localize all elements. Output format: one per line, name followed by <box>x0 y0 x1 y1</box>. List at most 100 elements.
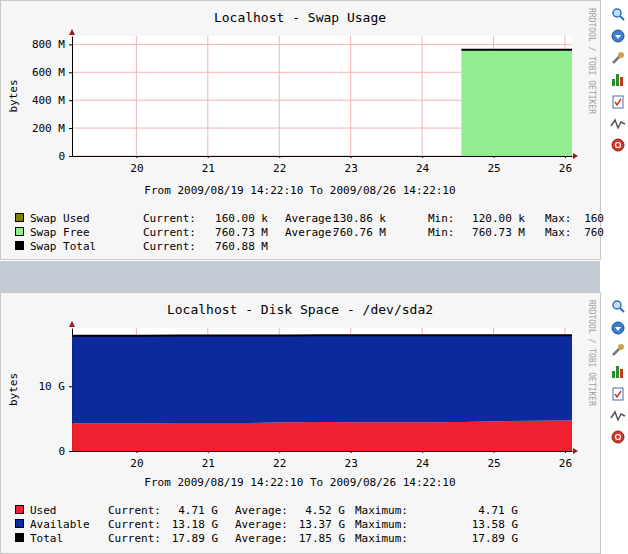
legend-stat-label: Maximum: <box>355 518 408 531</box>
legend-stat-label: Average: <box>235 504 288 517</box>
toolbar-icon[interactable] <box>611 120 625 128</box>
y-tick-label: 0 <box>58 445 65 458</box>
legend-stat-label: Max: <box>545 212 572 225</box>
x-tick-label: 25 <box>487 457 500 470</box>
legend-stat-value: 760.76 M <box>333 226 386 239</box>
toolbar-icon[interactable] <box>611 412 625 420</box>
legend-stat-value: 13.37 G <box>299 518 345 531</box>
x-tick-mark <box>494 156 495 158</box>
x-tick: 25 <box>487 451 500 470</box>
legend-label: Swap Free <box>30 226 90 239</box>
page: 202122232425260200 M400 M600 M800 MLocal… <box>0 0 628 554</box>
x-tick: 24 <box>416 156 430 175</box>
legend-stat-label: Current: <box>143 212 196 225</box>
legend-stat-value: 4.52 G <box>305 504 345 517</box>
x-tick-label: 24 <box>416 162 430 175</box>
toolbar-icon[interactable] <box>613 96 623 108</box>
axis-arrow <box>573 448 578 454</box>
x-tick-label: 22 <box>273 162 286 175</box>
legend-stat-value: 13.58 G <box>472 518 518 531</box>
grid-line-x <box>350 36 351 156</box>
toolbar-icon[interactable] <box>612 139 624 151</box>
x-tick-mark <box>279 451 280 453</box>
legend-stat-label: Maximum: <box>355 532 408 545</box>
watermark: RRDTOOL / TOBI OETIKER <box>587 300 596 406</box>
y-axis-title: bytes <box>7 373 20 406</box>
x-tick-mark <box>494 451 495 453</box>
grid <box>72 36 572 156</box>
y-tick-label: 200 M <box>32 122 65 135</box>
x-tick-mark <box>422 451 423 453</box>
chart-panel: 20212223242526010 GLocalhost - Disk Spac… <box>1 293 626 554</box>
toolbar-icon[interactable] <box>612 74 623 86</box>
x-tick-label: 26 <box>559 457 572 470</box>
area-series <box>72 421 572 451</box>
x-tick: 23 <box>345 451 358 470</box>
plot-background <box>72 328 572 451</box>
x-axis: 20212223242526 <box>73 156 573 175</box>
legend-stat-label: Current: <box>108 518 161 531</box>
y-axis: 0 10 G <box>39 329 73 459</box>
y-tick-mark <box>69 100 72 101</box>
x-tick: 26 <box>559 451 572 470</box>
toolbar-icon[interactable] <box>613 52 624 63</box>
legend-stat-value: 760.73 M <box>215 226 268 239</box>
y-tick-mark <box>69 451 72 452</box>
legend-swatch <box>16 506 24 514</box>
legend-stat-label: Current: <box>108 504 161 517</box>
x-axis-line <box>73 451 573 452</box>
y-tick-mark <box>69 128 72 129</box>
axis-arrow <box>69 29 75 35</box>
legend-stat-label: Max: <box>545 226 572 239</box>
toolbar-icon[interactable] <box>613 344 624 355</box>
x-tick-mark <box>208 451 209 453</box>
legend-stat-value: 13.18 G <box>172 518 218 531</box>
x-tick-label: 23 <box>345 457 358 470</box>
x-tick-mark <box>208 156 209 158</box>
legend-stat-value: 17.89 G <box>472 532 518 545</box>
toolbar <box>611 301 625 443</box>
toolbar-icon[interactable] <box>612 431 624 443</box>
y-tick-mark <box>69 44 72 45</box>
legend-stat-label: Average: <box>235 518 288 531</box>
plot-background <box>72 36 572 156</box>
plot-data <box>72 335 572 451</box>
x-tick: 21 <box>202 451 215 470</box>
legend-stat-value: 4.71 G <box>178 504 218 517</box>
x-tick-mark <box>565 451 566 453</box>
x-tick-label: 21 <box>202 457 215 470</box>
separator <box>0 261 600 292</box>
toolbar-icon[interactable] <box>612 322 624 334</box>
y-tick-label: 800 M <box>32 38 65 51</box>
x-tick-label: 23 <box>345 162 358 175</box>
y-axis-title: bytes <box>7 79 20 112</box>
legend-stat-label: Min: <box>428 226 455 239</box>
chart-subtitle: From 2009/08/19 14:22:10 To 2009/08/26 1… <box>144 184 455 197</box>
legend-stat-label: Min: <box>428 212 455 225</box>
toolbar-icon[interactable] <box>613 388 623 400</box>
x-tick-label: 20 <box>130 457 143 470</box>
y-axis: 0200 M400 M600 M800 M <box>32 37 73 164</box>
legend-stat-value: 17.85 G <box>299 532 345 545</box>
y-tick-mark <box>69 72 72 73</box>
x-tick-mark <box>422 156 423 158</box>
grid <box>72 328 572 451</box>
x-tick-mark <box>351 451 352 453</box>
legend-stat-value: 4.71 G <box>478 504 518 517</box>
y-tick-label: 10 G <box>39 380 66 393</box>
legend-stat-value: 760.88 M <box>215 240 268 253</box>
legend-stat-label: Current: <box>143 226 196 239</box>
legend-label: Swap Total <box>30 240 96 253</box>
legend-stat-value: 160 <box>584 212 604 225</box>
y-tick: 10 G <box>39 380 73 393</box>
toolbar-icon[interactable] <box>612 366 623 378</box>
plot-data <box>461 50 572 156</box>
toolbar-icon[interactable] <box>612 30 624 42</box>
legend-stat-label: Current: <box>108 532 161 545</box>
x-tick-label: 20 <box>130 162 143 175</box>
x-tick-mark <box>565 156 566 158</box>
toolbar-icon[interactable] <box>613 9 624 20</box>
legend-label: Total <box>30 532 63 545</box>
legend-label: Swap Used <box>30 212 90 225</box>
toolbar-icon[interactable] <box>613 301 624 312</box>
